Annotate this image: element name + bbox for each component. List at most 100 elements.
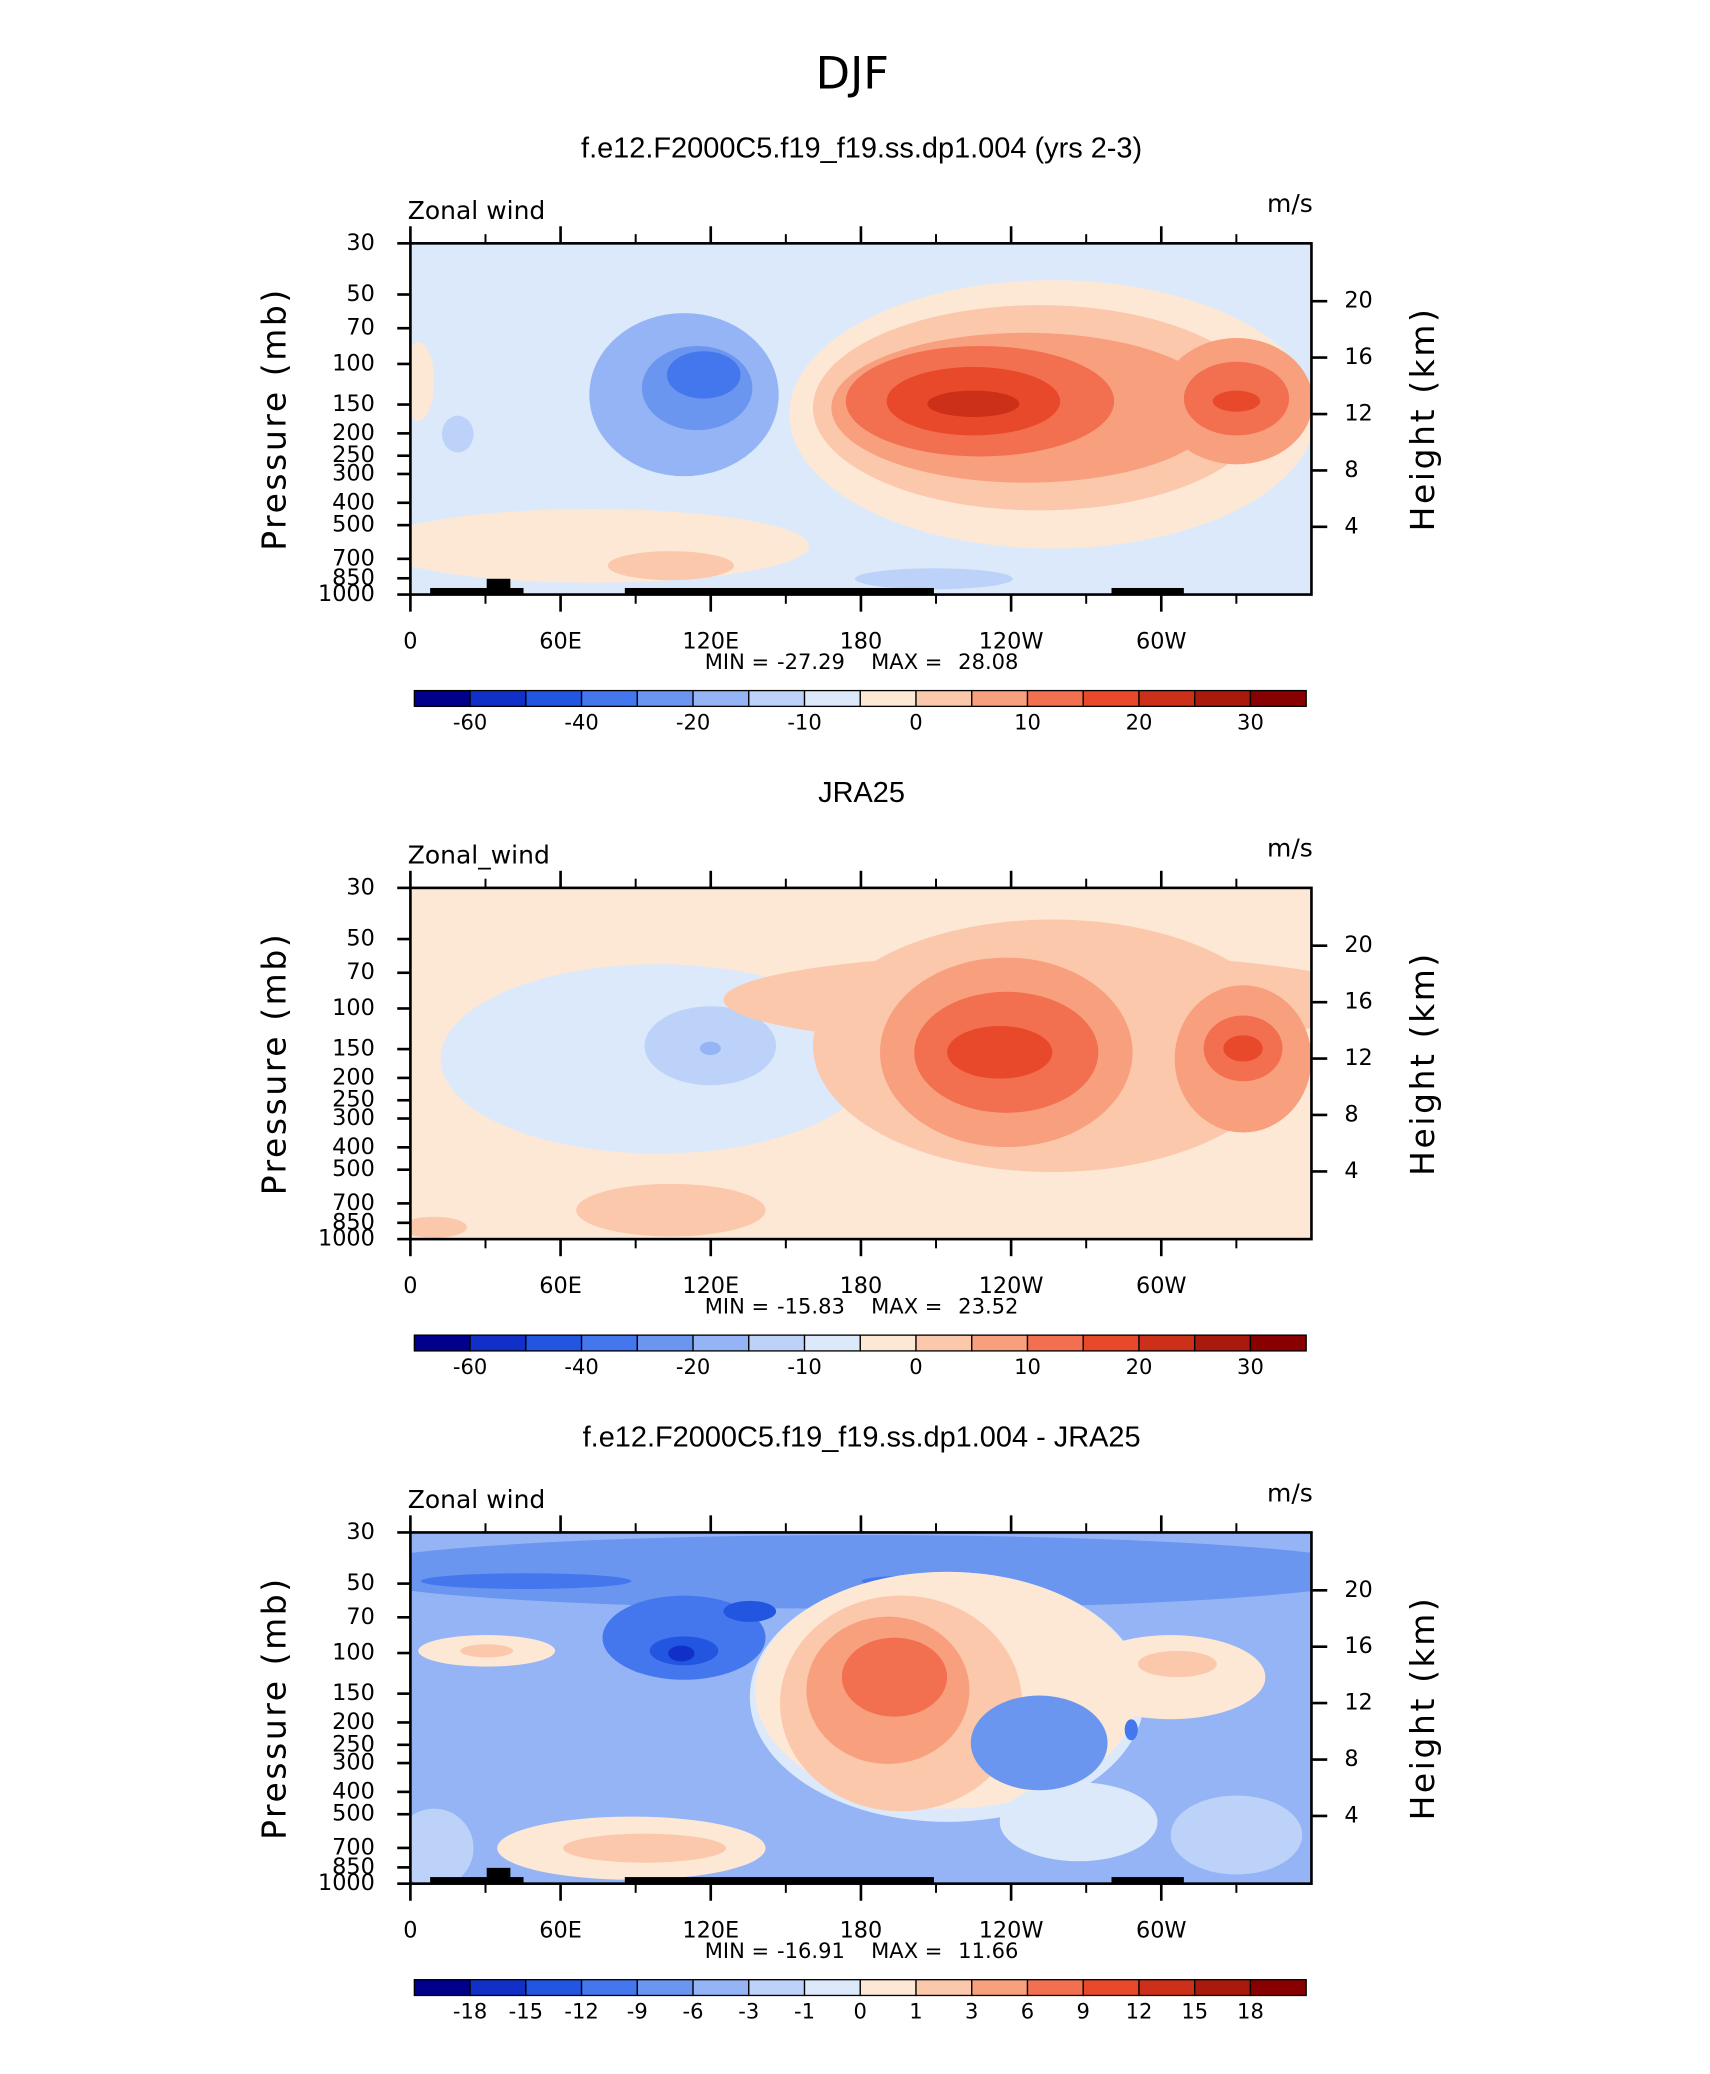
left-string: Zonal wind — [408, 1485, 546, 1514]
min-max: MIN = -27.29 MAX = 28.08 — [705, 649, 1019, 674]
y2-tick-label: 16 — [1344, 344, 1372, 370]
colorbar-box — [1026, 1334, 1084, 1352]
y2-tick-label: 20 — [1344, 932, 1372, 958]
terrain — [486, 578, 511, 590]
y-tick-label: 100 — [332, 995, 375, 1021]
colorbar-label: -6 — [683, 1999, 704, 2024]
y-tick-label: 1000 — [318, 581, 375, 607]
contour-fill — [970, 1695, 1108, 1791]
y-tick-label: 400 — [332, 489, 375, 515]
left-string: Zonal wind — [408, 196, 546, 225]
x-tick-label: 0 — [403, 1918, 417, 1944]
y-tick-label: 400 — [332, 1778, 375, 1804]
colorbar-box — [803, 1334, 861, 1352]
y-tick-label: 200 — [332, 1064, 375, 1090]
y-tick-label: 30 — [346, 1519, 374, 1545]
y2-tick-label: 16 — [1344, 989, 1372, 1015]
colorbar-box — [525, 1334, 583, 1352]
contour-fill — [666, 351, 741, 399]
colorbar-label: 10 — [1014, 1354, 1041, 1379]
colorbar-box — [469, 1334, 527, 1352]
contour-fill — [668, 1645, 695, 1662]
colorbar-label: 20 — [1126, 709, 1153, 734]
min-value: -27.29 — [777, 649, 845, 674]
y2-axis-label: Height (km) — [1403, 307, 1442, 532]
colorbar-box — [1249, 689, 1307, 708]
colorbar-box — [636, 1979, 694, 1997]
y2-tick-label: 4 — [1344, 513, 1358, 539]
colorbar-label: -18 — [453, 1999, 487, 2024]
colorbar-box — [692, 1979, 750, 1997]
terrain — [624, 1877, 934, 1884]
y-tick-label: 700 — [332, 545, 375, 571]
colorbar-box — [1249, 1334, 1307, 1352]
y-axis-label: Pressure (mb) — [255, 287, 294, 551]
colorbar-box — [692, 1334, 750, 1352]
colorbar-box — [748, 689, 806, 708]
colorbar-box — [580, 1334, 638, 1352]
colorbar-box — [971, 1979, 1029, 1997]
y-tick-label: 500 — [332, 1801, 375, 1827]
contour-fill — [1212, 390, 1261, 412]
colorbar-box — [915, 689, 973, 708]
colorbar-box — [859, 689, 917, 708]
y-tick-label: 500 — [332, 1156, 375, 1182]
contour-fill — [841, 1637, 948, 1717]
min-label: MIN = — [705, 649, 769, 674]
y-tick-label: 850 — [332, 565, 375, 591]
colorbar-label: -60 — [453, 1354, 487, 1379]
y-tick-label: 1000 — [318, 1226, 375, 1252]
min-max: MIN = -15.83 MAX = 23.52 — [705, 1294, 1019, 1319]
colorbar-label: 12 — [1126, 1999, 1153, 2024]
contour-fill — [1223, 1035, 1263, 1062]
y-tick-label: 300 — [332, 1750, 375, 1776]
x-tick-label: 60W — [1136, 1918, 1187, 1944]
x-tick-label: 60W — [1136, 1273, 1187, 1299]
colorbar-label: 0 — [909, 1354, 922, 1379]
y2-tick-label: 20 — [1344, 1577, 1372, 1603]
contour-fill — [410, 1216, 467, 1238]
colorbar-box — [1082, 1334, 1140, 1352]
max-value: 28.08 — [958, 649, 1018, 674]
y2-tick-label: 8 — [1344, 1746, 1358, 1772]
colorbar-label: -20 — [676, 709, 710, 734]
colorbar-box — [1082, 1979, 1140, 1997]
y-tick-label: 70 — [346, 1604, 374, 1630]
colorbar-box — [1082, 689, 1140, 708]
contour-fill — [441, 415, 474, 453]
colorbar-label: 15 — [1181, 1999, 1208, 2024]
colorbar-box — [803, 689, 861, 708]
colorbar-box — [803, 1979, 861, 1997]
figure-title: DJF — [816, 46, 889, 99]
colorbar-label: -3 — [738, 1999, 759, 2024]
y-tick-label: 700 — [332, 1834, 375, 1860]
colorbar-label: 6 — [1021, 1999, 1034, 2024]
colorbar-label: -1 — [794, 1999, 815, 2024]
y2-tick-label: 8 — [1344, 1101, 1358, 1127]
contour-fill — [1170, 1795, 1303, 1875]
colorbar-box — [748, 1334, 806, 1352]
min-value: -16.91 — [777, 1938, 845, 1963]
y-tick-label: 150 — [332, 391, 375, 417]
panel-title: JRA25 — [818, 777, 905, 809]
colorbar-box — [1026, 1979, 1084, 1997]
colorbar-label: 20 — [1126, 1354, 1153, 1379]
colorbar-box — [1138, 1979, 1196, 1997]
contour-fill — [562, 1833, 727, 1863]
right-string: m/s — [1267, 1478, 1313, 1507]
min-value: -15.83 — [777, 1294, 845, 1319]
y-tick-label: 70 — [346, 315, 374, 341]
y2-tick-label: 4 — [1344, 1802, 1358, 1828]
colorbar-box — [859, 1334, 917, 1352]
terrain — [624, 587, 934, 595]
x-tick-label: 60E — [539, 1273, 582, 1299]
min-label: MIN = — [705, 1938, 769, 1963]
y2-tick-label: 8 — [1344, 457, 1358, 483]
colorbar-box — [580, 689, 638, 708]
colorbar-box — [413, 1334, 471, 1352]
y-axis-label: Pressure (mb) — [255, 1576, 294, 1840]
colorbar-box — [525, 689, 583, 708]
terrain — [486, 1867, 511, 1879]
y-tick-label: 50 — [346, 281, 374, 307]
terrain — [1111, 1877, 1184, 1884]
